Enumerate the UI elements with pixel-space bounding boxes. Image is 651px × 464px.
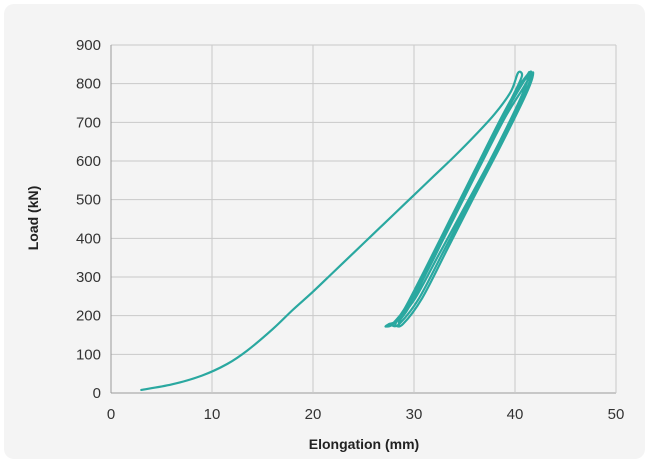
y-tick-label: 600 [76, 153, 101, 170]
series-line [140, 70, 535, 392]
y-tick-label: 500 [76, 192, 101, 209]
x-tick-label: 50 [608, 406, 625, 423]
y-tick-label: 200 [76, 308, 101, 325]
tick-labels: 0 100 200 300 400 500 600 700 800 900 0 10 20 30 40 50 [76, 37, 624, 423]
y-tick-label: 300 [76, 269, 101, 286]
y-tick-label: 900 [76, 37, 101, 54]
x-tick-label: 10 [204, 406, 221, 423]
x-axis-label: Elongation (mm) [309, 436, 419, 452]
gridlines [110, 44, 617, 394]
x-tick-label: 0 [107, 406, 115, 423]
x-tick-label: 30 [406, 406, 423, 423]
y-tick-label: 0 [93, 385, 101, 402]
y-axis-label: Load (kN) [25, 186, 41, 251]
y-tick-label: 100 [76, 346, 101, 363]
x-tick-label: 20 [305, 406, 322, 423]
y-tick-label: 700 [76, 114, 101, 131]
y-tick-label: 400 [76, 230, 101, 247]
x-tick-label: 40 [507, 406, 524, 423]
y-tick-label: 800 [76, 76, 101, 93]
